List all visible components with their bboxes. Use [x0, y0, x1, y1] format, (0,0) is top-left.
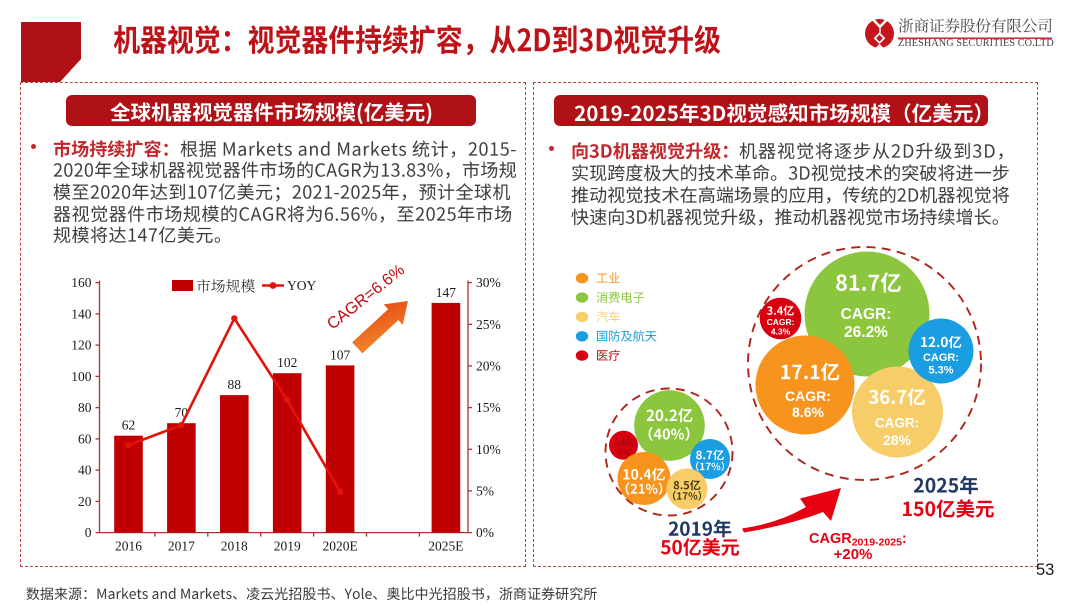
svg-text:62: 62 — [122, 418, 136, 433]
svg-text:2018: 2018 — [221, 539, 248, 554]
svg-text:30%: 30% — [476, 275, 501, 290]
svg-text:120: 120 — [71, 338, 92, 353]
svg-text:2025E: 2025E — [428, 539, 463, 554]
svg-text:102: 102 — [277, 355, 297, 370]
svg-text:5.3%: 5.3% — [928, 365, 953, 377]
svg-text:2016: 2016 — [115, 539, 142, 554]
svg-text:YOY: YOY — [287, 278, 316, 293]
svg-text:CAGR:: CAGR: — [923, 352, 959, 364]
svg-text:CAGR:: CAGR: — [785, 388, 831, 404]
svg-text:60: 60 — [78, 431, 92, 446]
svg-text:26.2%: 26.2% — [844, 324, 888, 341]
svg-text:4.3%: 4.3% — [771, 327, 791, 337]
svg-text:+20%: +20% — [834, 546, 873, 563]
svg-text:107: 107 — [330, 347, 351, 362]
svg-text:160: 160 — [71, 275, 92, 290]
svg-text:147: 147 — [436, 285, 457, 300]
svg-text:15%: 15% — [476, 400, 501, 415]
svg-text:5%: 5% — [476, 483, 494, 498]
svg-text:28%: 28% — [883, 432, 912, 448]
svg-text:80: 80 — [78, 400, 92, 415]
svg-text:2020E: 2020E — [322, 539, 357, 554]
svg-text:8.6%: 8.6% — [792, 404, 824, 420]
svg-text:140: 140 — [71, 306, 92, 321]
svg-text:25%: 25% — [476, 317, 501, 332]
svg-text:CAGR:: CAGR: — [841, 306, 892, 323]
svg-text:0%: 0% — [476, 525, 494, 540]
svg-text:2019: 2019 — [274, 539, 301, 554]
svg-text:20: 20 — [78, 494, 92, 509]
svg-text:40: 40 — [78, 463, 92, 478]
svg-text:2017: 2017 — [168, 539, 195, 554]
svg-text:100: 100 — [71, 369, 92, 384]
svg-text:10%: 10% — [476, 442, 501, 457]
svg-text:0: 0 — [85, 525, 92, 540]
svg-text:ZHESHANG SECURITIES CO.LTD: ZHESHANG SECURITIES CO.LTD — [898, 38, 1054, 49]
svg-text:CAGR:: CAGR: — [875, 416, 919, 431]
svg-text:88: 88 — [228, 377, 242, 392]
svg-text:20%: 20% — [476, 358, 501, 373]
svg-text:CAGR:: CAGR: — [767, 317, 795, 327]
